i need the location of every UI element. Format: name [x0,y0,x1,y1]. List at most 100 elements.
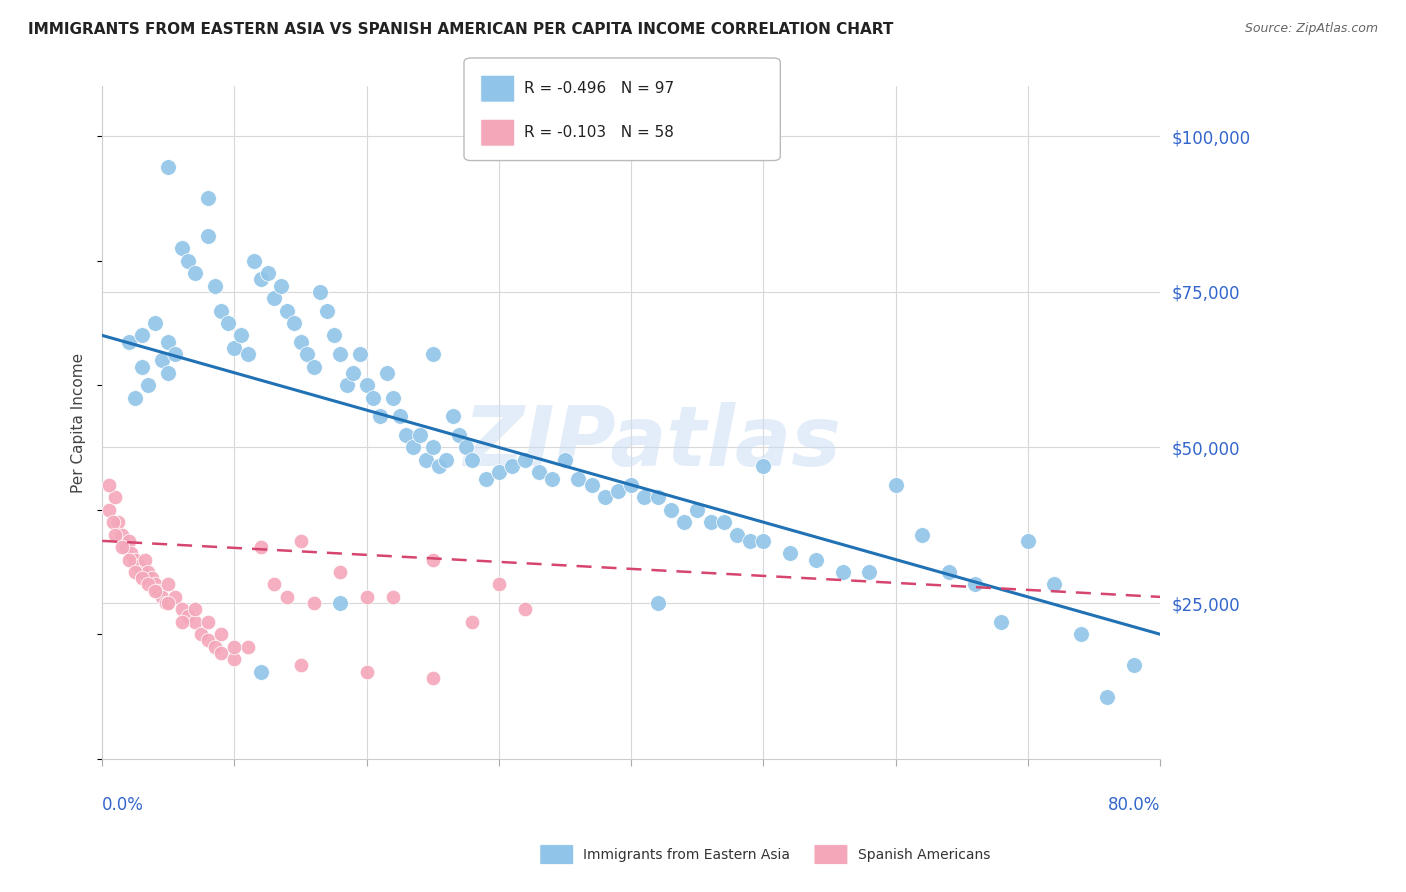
Point [1122,658,1144,673]
Point [170,615,193,629]
Point [111,540,134,554]
Point [184,602,207,616]
Point [527,466,550,480]
Point [449,428,471,442]
Point [461,453,484,467]
Point [155,596,177,610]
Point [309,285,332,299]
Point [197,615,219,629]
Point [104,527,127,541]
Point [356,590,378,604]
Point [97,478,120,492]
Point [363,391,385,405]
Point [157,596,180,610]
Point [134,552,156,566]
Point [143,583,166,598]
Point [250,540,273,554]
Text: Immigrants from Eastern Asia: Immigrants from Eastern Asia [583,847,790,862]
Point [138,577,160,591]
Point [1043,577,1066,591]
Point [209,646,232,660]
Text: 80.0%: 80.0% [1108,796,1160,814]
Point [388,409,411,424]
Point [204,640,226,654]
Point [752,533,775,548]
Point [204,278,226,293]
Point [243,253,266,268]
Point [620,478,643,492]
Point [118,533,141,548]
Point [673,515,696,529]
Point [659,502,682,516]
Text: Spanish Americans: Spanish Americans [858,847,990,862]
Point [356,378,378,392]
Point [422,671,444,685]
Point [229,328,252,343]
Point [515,602,537,616]
Point [290,533,312,548]
Point [104,490,127,504]
Point [725,527,748,541]
Point [295,347,318,361]
Point [1097,690,1119,704]
Point [197,191,219,205]
Point [408,428,430,442]
Point [342,366,364,380]
Point [101,515,124,529]
Point [190,627,212,641]
Point [290,334,312,349]
Point [236,640,259,654]
Point [329,565,352,579]
Point [368,409,391,424]
Text: R = -0.103   N = 58: R = -0.103 N = 58 [524,125,675,140]
Point [143,577,166,591]
Y-axis label: Per Capita Income: Per Capita Income [72,352,86,492]
Point [224,341,246,355]
Point [143,316,166,330]
Point [115,540,138,554]
Point [911,527,934,541]
Point [434,453,457,467]
Point [118,552,141,566]
Point [699,515,721,529]
Point [177,253,200,268]
Point [581,478,603,492]
Point [150,353,173,368]
Point [224,652,246,666]
Point [118,334,141,349]
Point [111,527,134,541]
Point [157,577,180,591]
Point [382,590,405,604]
Point [647,596,669,610]
Text: 0.0%: 0.0% [103,796,143,814]
Point [1017,533,1039,548]
Point [329,596,352,610]
Point [263,291,285,305]
Point [488,466,510,480]
Point [217,316,239,330]
Point [131,328,153,343]
Point [184,266,207,280]
Point [990,615,1012,629]
Point [607,484,630,499]
Point [197,633,219,648]
Point [429,459,451,474]
Point [128,558,150,573]
Point [422,347,444,361]
Point [184,615,207,629]
Point [740,533,762,548]
Point [963,577,986,591]
Point [170,241,193,255]
Point [250,272,273,286]
Text: Source: ZipAtlas.com: Source: ZipAtlas.com [1244,22,1378,36]
Point [131,359,153,374]
Point [831,565,853,579]
Point [441,409,464,424]
Point [395,428,418,442]
Point [163,347,186,361]
Point [157,366,180,380]
Point [150,590,173,604]
Point [170,602,193,616]
Point [276,590,298,604]
Point [461,615,484,629]
